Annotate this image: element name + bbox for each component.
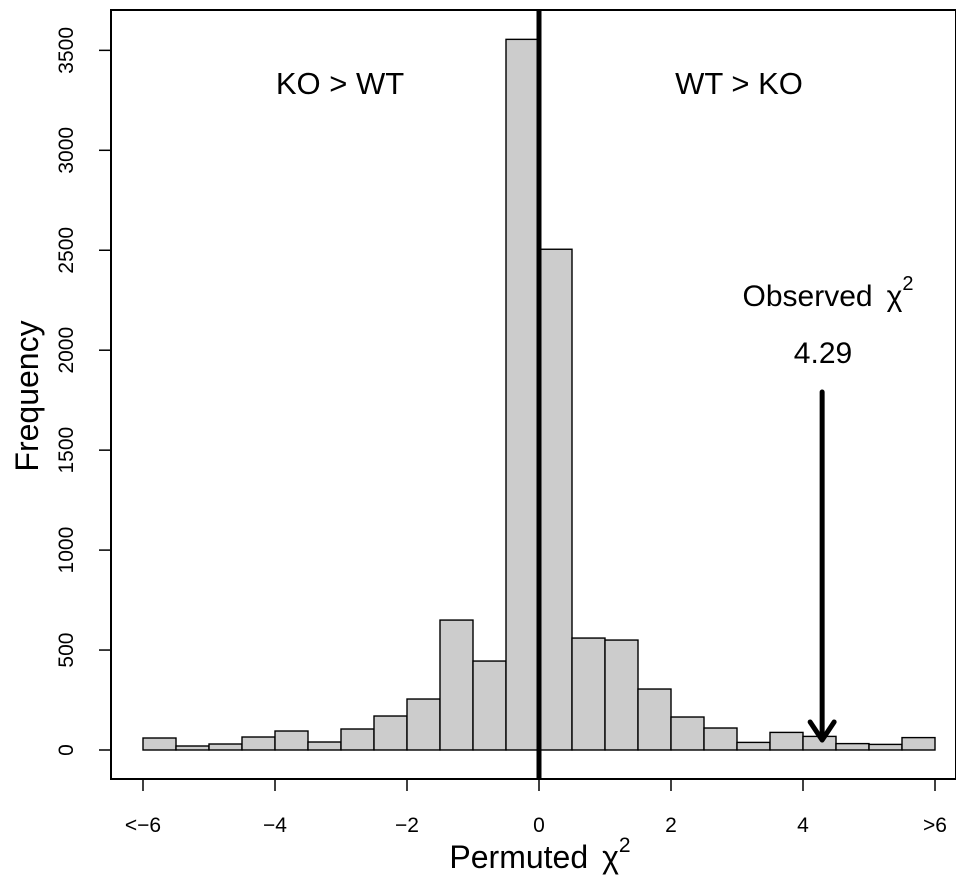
x-axis-title-word: Permuted (449, 839, 588, 875)
y-tick-label: 0 (55, 744, 78, 756)
observed-label: Observed χ2 (743, 273, 914, 313)
histogram-bar (175, 745, 210, 751)
histogram-bar (505, 38, 540, 751)
x-tick-label: >6 (923, 814, 947, 837)
histogram-bar (703, 727, 738, 751)
histogram-bar (571, 637, 606, 751)
y-tick-label: 3000 (55, 127, 78, 174)
region-label-left: KO > WT (276, 66, 404, 101)
x-tick-label: 2 (665, 814, 677, 837)
y-tick-label: 1500 (55, 427, 78, 474)
histogram-bars (142, 38, 936, 751)
histogram-bar (670, 716, 705, 751)
histogram-bar (241, 736, 276, 751)
observed-chi-symbol: χ (887, 280, 903, 313)
histogram-bar (868, 743, 903, 751)
histogram-bar (340, 728, 375, 751)
observed-word: Observed (743, 280, 873, 313)
y-tick-label: 3500 (55, 27, 78, 74)
histogram-bar (472, 660, 507, 751)
histogram-bar (637, 688, 672, 751)
observed-arrow (807, 389, 837, 743)
x-axis: <−6 −4 −2 0 2 4 >6 (125, 778, 947, 837)
histogram-bar (142, 737, 177, 751)
x-tick-label: 0 (533, 814, 545, 837)
y-axis: 0 500 1000 1500 2000 2500 3000 3500 (55, 27, 112, 756)
x-tick-label: −2 (395, 814, 419, 837)
histogram-bar (373, 715, 408, 751)
histogram-bar (901, 736, 936, 751)
y-tick-label: 2000 (55, 327, 78, 374)
x-tick-label: 4 (797, 814, 809, 837)
histogram-bar (274, 730, 309, 751)
histogram-bar (439, 619, 474, 751)
x-tick-label: −4 (263, 814, 287, 837)
observed-arrow-head (807, 719, 837, 743)
y-axis-title: Frequency (9, 320, 45, 471)
histogram-bar (769, 731, 804, 751)
x-axis-chi-exponent: 2 (619, 834, 631, 857)
y-tick-label: 2500 (55, 227, 78, 274)
histogram-bar (406, 698, 441, 751)
observed-value-label: 4.29 (794, 337, 852, 370)
histogram-bar (538, 248, 573, 751)
region-label-right: WT > KO (675, 66, 803, 101)
x-axis-chi-symbol: χ (602, 839, 619, 875)
histogram-bar (208, 743, 243, 751)
observed-chi-exponent: 2 (902, 273, 913, 295)
histogram-bar (604, 639, 639, 751)
histogram-bar (835, 742, 870, 751)
histogram-bar (307, 741, 342, 751)
x-tick-label: <−6 (125, 814, 161, 837)
histogram-bar (736, 741, 771, 751)
y-tick-label: 500 (55, 633, 78, 668)
y-tick-label: 1000 (55, 527, 78, 574)
x-axis-title: Permuted χ2 (449, 834, 630, 875)
